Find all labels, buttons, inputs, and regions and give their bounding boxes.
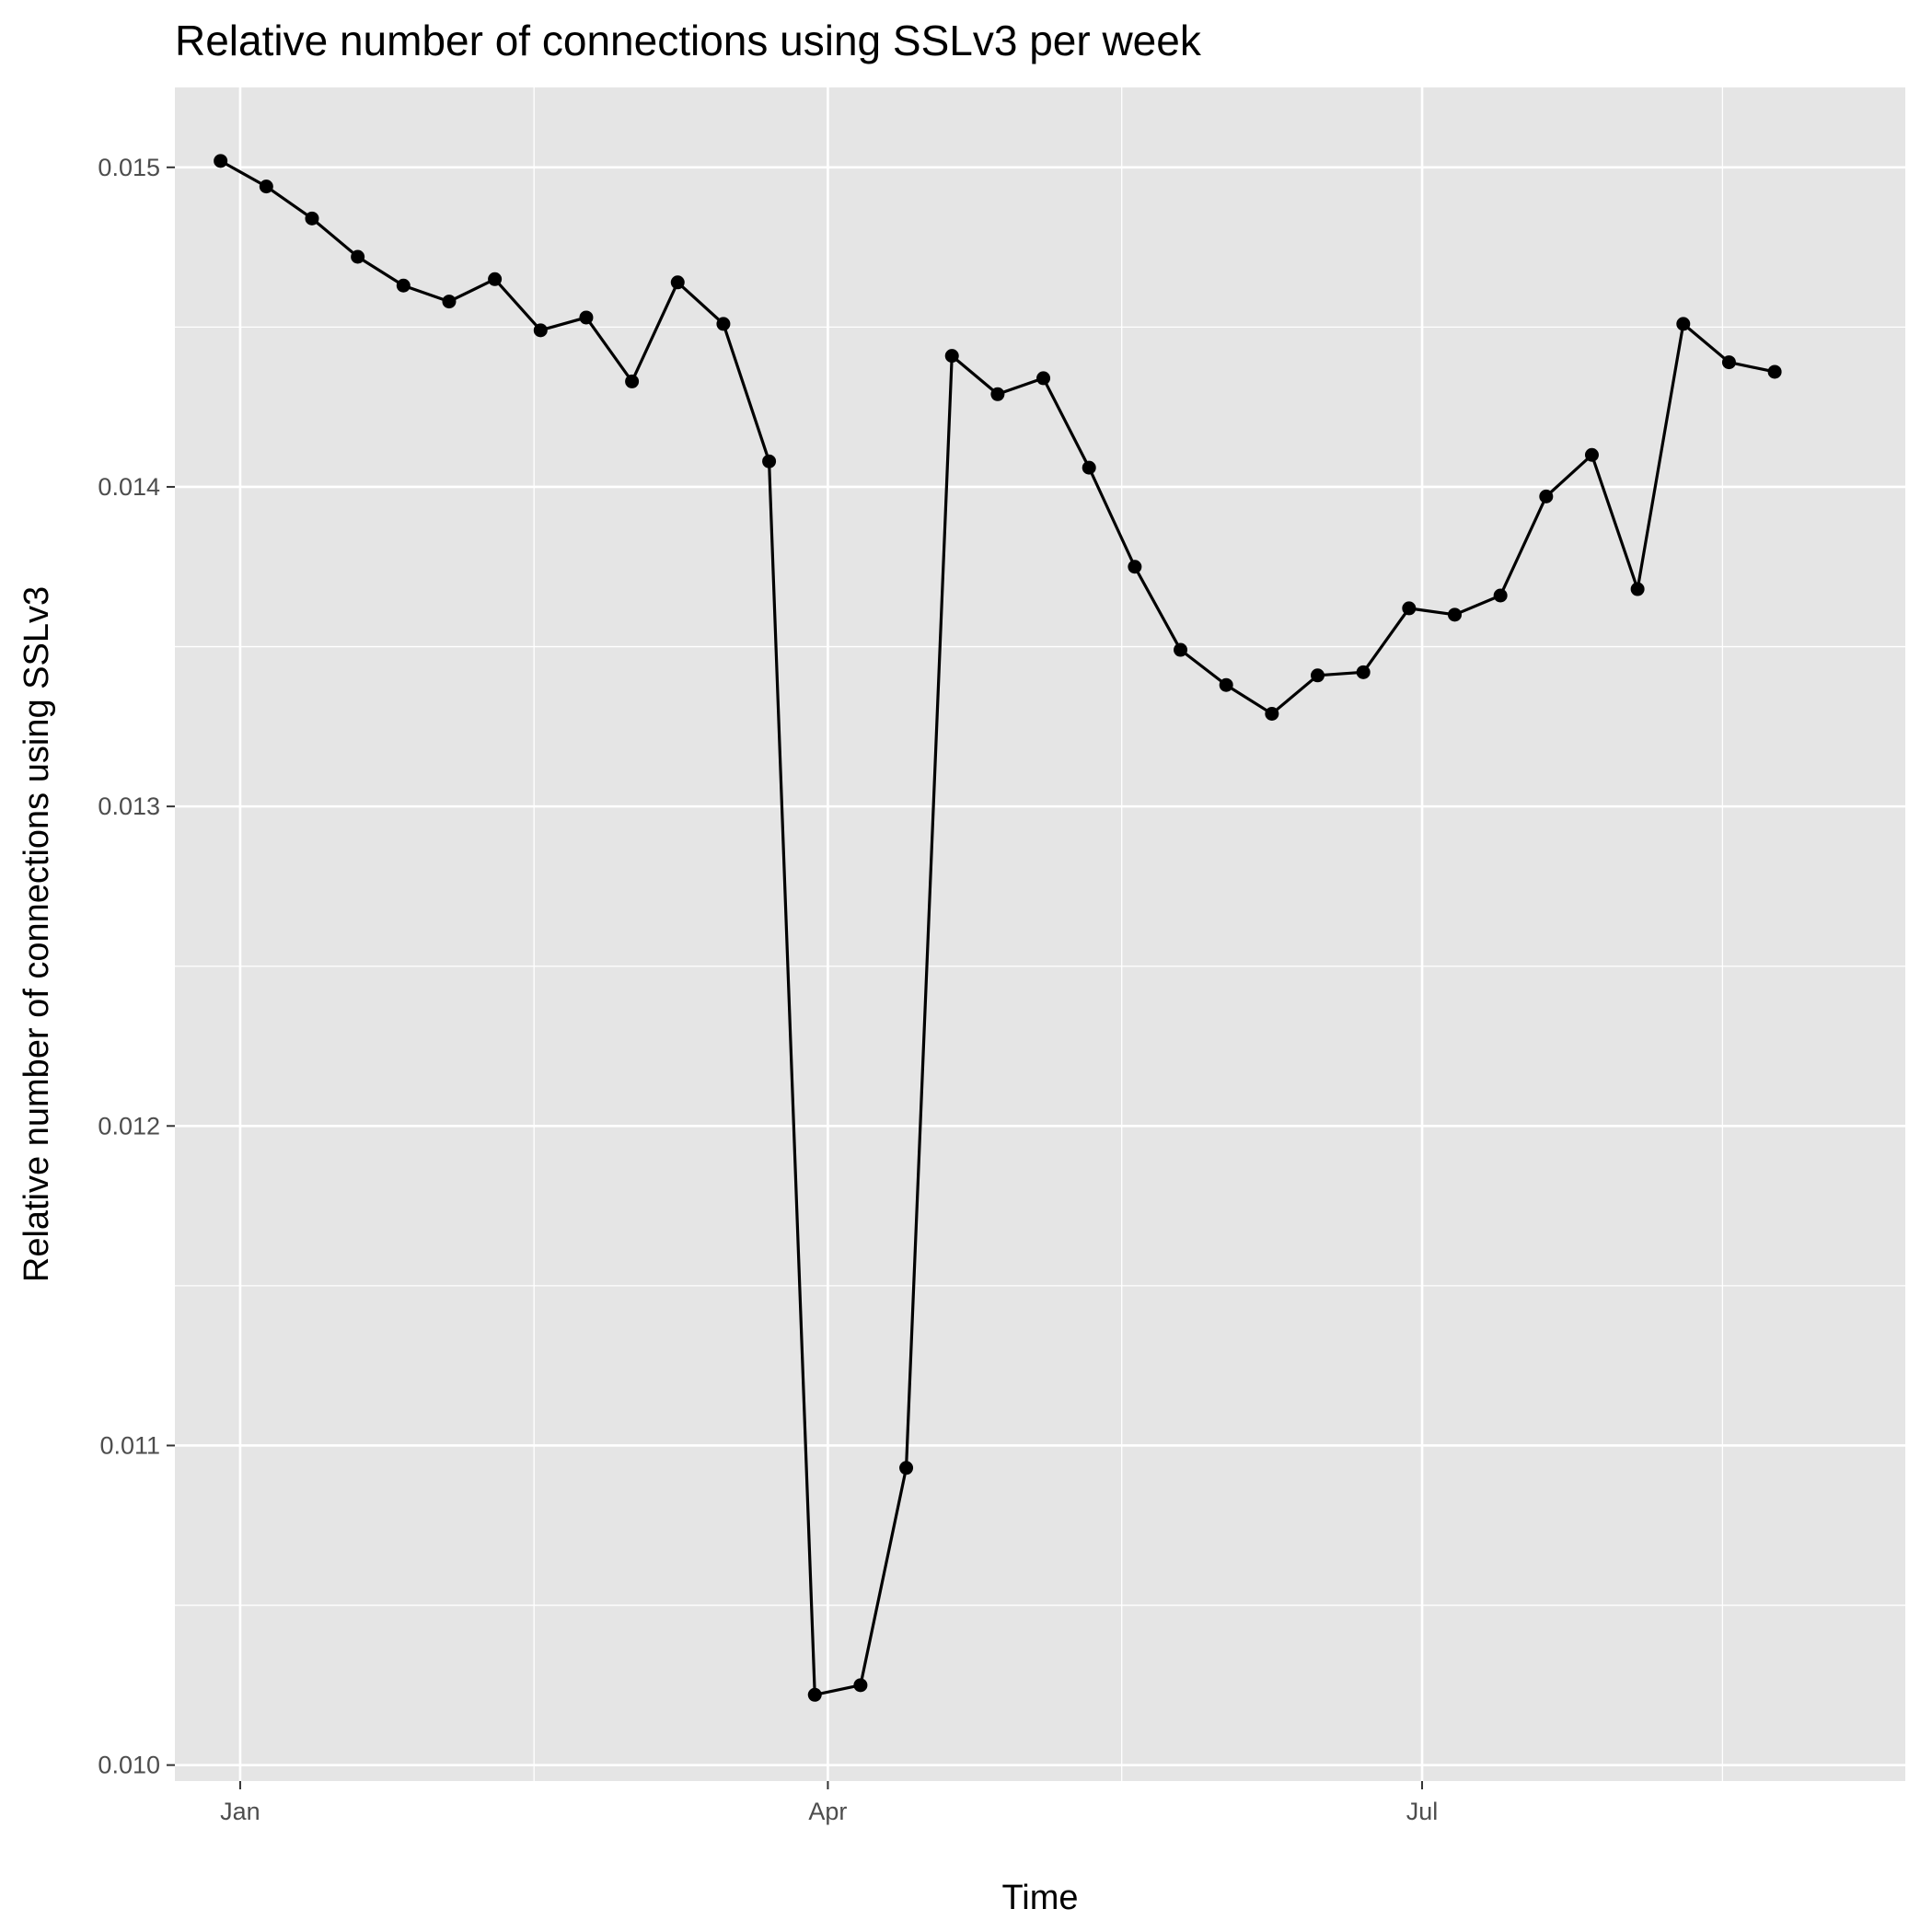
data-point <box>1584 447 1599 462</box>
data-points <box>214 154 1782 1702</box>
data-point <box>1036 371 1051 386</box>
chart-title: Relative number of connections using SSL… <box>175 17 1202 64</box>
data-point <box>990 387 1005 401</box>
data-point <box>533 323 548 338</box>
data-point <box>396 278 411 293</box>
data-point <box>1174 642 1188 657</box>
y-axis-title: Relative number of connections using SSL… <box>17 586 56 1282</box>
data-point <box>1128 560 1142 574</box>
data-point <box>1356 665 1371 679</box>
data-point <box>442 295 457 309</box>
minor-gridlines <box>175 87 1905 1781</box>
y-tick-label: 0.011 <box>99 1431 160 1459</box>
data-point <box>1539 489 1554 503</box>
data-point <box>944 349 959 364</box>
data-point <box>670 275 685 290</box>
data-point <box>305 211 319 226</box>
x-tick-label: Jan <box>220 1798 260 1825</box>
data-point <box>1402 601 1417 616</box>
y-axis: 0.010 0.011 0.012 0.013 0.014 0.015 <box>98 154 175 1779</box>
data-point <box>762 454 777 469</box>
data-point <box>259 179 273 194</box>
major-gridlines <box>175 87 1905 1781</box>
data-point <box>1676 317 1691 331</box>
y-tick-label: 0.013 <box>98 792 160 820</box>
x-tick-label: Apr <box>808 1798 847 1825</box>
data-point <box>1493 588 1508 603</box>
data-point <box>1630 582 1645 596</box>
x-axis-title: Time <box>1001 1879 1078 1917</box>
data-point <box>214 154 228 168</box>
data-point <box>625 374 640 388</box>
data-point <box>1082 460 1096 475</box>
data-point <box>488 272 503 286</box>
data-point <box>1447 607 1462 622</box>
data-point <box>1767 364 1782 379</box>
plot-background <box>175 87 1905 1781</box>
data-point <box>1721 355 1736 370</box>
data-point <box>579 310 594 325</box>
data-point <box>351 249 365 264</box>
y-tick-label: 0.014 <box>98 473 160 501</box>
data-point <box>716 317 731 331</box>
x-tick-label: Jul <box>1406 1798 1439 1825</box>
data-point <box>1265 706 1279 721</box>
y-tick-label: 0.012 <box>98 1112 160 1140</box>
data-point <box>853 1678 868 1693</box>
x-axis: Jan Apr Jul <box>220 1781 1438 1825</box>
data-point <box>807 1687 822 1702</box>
data-point <box>899 1461 914 1475</box>
data-point <box>1311 668 1325 683</box>
y-tick-label: 0.015 <box>98 154 160 181</box>
data-point <box>1219 677 1233 692</box>
y-tick-label: 0.010 <box>98 1752 160 1779</box>
